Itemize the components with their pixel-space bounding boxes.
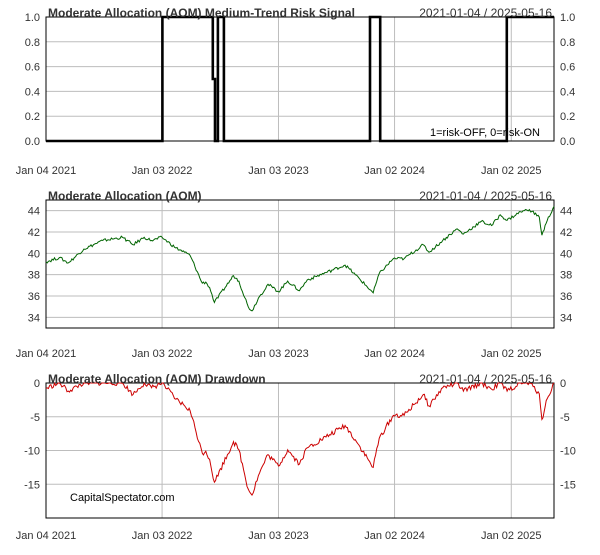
price-y-tick-label-left: 42 [28,227,40,239]
price-y-tick-label-left: 38 [28,270,40,282]
drawdown-y-tick-label-left: 0 [34,378,40,390]
signal-panel-title: Moderate Allocation (AOM) Medium-Trend R… [48,6,355,20]
signal-y-tick-label-left: 0.6 [25,62,40,74]
drawdown-x-ticks: Jan 04 2021 Jan 03 2022 Jan 03 2023 Jan 02 … [16,530,542,542]
drawdown-y-tick-label-right: -5 [560,412,570,424]
price-y-tick-label-left: 40 [28,248,40,260]
signal-y-tick-label-right: 0.4 [560,86,575,98]
drawdown-date-range: 2021-01-04 / 2025-05-16 [419,372,552,386]
signal-plot-border [45,16,555,142]
drawdown-x-tick-label: Jan 03 2023 [248,530,309,542]
price-x-tick-label: Jan 04 2021 [16,348,77,360]
signal-x-tick-label: Jan 02 2025 [481,165,542,177]
drawdown-x-tick-label: Jan 02 2025 [481,530,542,542]
drawdown-y-tick-label-right: -15 [560,479,576,491]
signal-y-tick-label-right: 0.8 [560,37,575,49]
price-y-tick-label-right: 40 [560,248,572,260]
signal-x-ticks: Jan 04 2021 Jan 03 2022 Jan 03 2023 Jan 02 … [16,165,542,177]
signal-y-tick-label-right: 0.6 [560,62,575,74]
signal-y-tick-label-left: 1.0 [25,12,40,24]
price-y-tick-label-right: 42 [560,227,572,239]
signal-x-tick-label: Jan 03 2022 [132,165,193,177]
price-x-tick-label: Jan 02 2024 [364,348,425,360]
signal-x-tick-label: Jan 03 2023 [248,165,309,177]
signal-y-ticks: 0.0 0.0 0.2 0.2 0.4 0.4 0.6 0.6 0.8 0.8 1.0 1.0 [25,12,576,148]
drawdown-x-tick-label: Jan 04 2021 [16,530,77,542]
price-y-tick-label-left: 36 [28,291,40,303]
drawdown-plot-border [45,382,555,519]
signal-date-range: 2021-01-04 / 2025-05-16 [419,6,552,20]
price-y-ticks: 34 34 36 36 38 38 40 40 42 42 44 44 [28,206,573,325]
signal-x-tick-label: Jan 04 2021 [16,165,77,177]
signal-y-tick-label-left: 0.4 [25,86,40,98]
drawdown-series-line [45,381,555,497]
price-y-tick-label-right: 44 [560,206,572,218]
signal-y-tick-label-right: 1.0 [560,12,575,24]
price-plot-border [45,199,555,329]
drawdown-y-tick-label-left: -10 [24,446,40,458]
signal-y-tick-label-right: 0.0 [560,136,575,148]
signal-y-tick-label-left: 0.0 [25,136,40,148]
drawdown-x-tick-label: Jan 02 2024 [364,530,425,542]
price-y-tick-label-left: 44 [28,206,40,218]
signal-y-tick-label-right: 0.2 [560,111,575,123]
drawdown-x-tick-label: Jan 03 2022 [132,530,193,542]
price-y-tick-label-right: 34 [560,312,572,324]
signal-legend-note: 1=risk-OFF, 0=risk-ON [430,127,540,139]
price-y-tick-label-left: 34 [28,312,40,324]
price-y-tick-label-right: 36 [560,291,572,303]
drawdown-panel-title: Moderate Allocation (AOM) Drawdown [48,372,266,386]
price-panel-title: Moderate Allocation (AOM) [48,189,202,203]
drawdown-y-tick-label-left: -15 [24,479,40,491]
signal-series-line [46,15,554,143]
price-marks [45,206,555,312]
signal-y-tick-label-left: 0.2 [25,111,40,123]
drawdown-y-tick-label-right: -10 [560,446,576,458]
price-x-tick-label: Jan 02 2025 [481,348,542,360]
drawdown-marks [45,381,555,497]
drawdown-y-tick-label-right: 0 [560,378,566,390]
credit-watermark: CapitalSpectator.com [70,492,175,504]
drawdown-panel: -15 -15 -10 -10 -5 -5 0 0 Jan 04 2021 Jan 03 202… [16,372,576,542]
signal-x-tick-label: Jan 02 2024 [364,165,425,177]
price-series-line [45,206,555,312]
price-grid [45,200,554,328]
signal-grid [45,16,554,142]
price-y-tick-label-right: 38 [560,270,572,282]
signal-marks [46,15,554,143]
price-date-range: 2021-01-04 / 2025-05-16 [419,189,552,203]
price-x-tick-label: Jan 03 2022 [132,348,193,360]
price-x-tick-label: Jan 03 2023 [248,348,309,360]
drawdown-y-ticks: -15 -15 -10 -10 -5 -5 0 0 [24,378,576,491]
price-x-ticks: Jan 04 2021 Jan 03 2022 Jan 03 2023 Jan 02 … [16,348,542,360]
drawdown-y-tick-label-left: -5 [30,412,40,424]
signal-y-tick-label-left: 0.8 [25,37,40,49]
signal-panel: 0.0 0.0 0.2 0.2 0.4 0.4 0.6 0.6 0.8 0.8 1.0 1.0 Jan… [16,6,576,177]
